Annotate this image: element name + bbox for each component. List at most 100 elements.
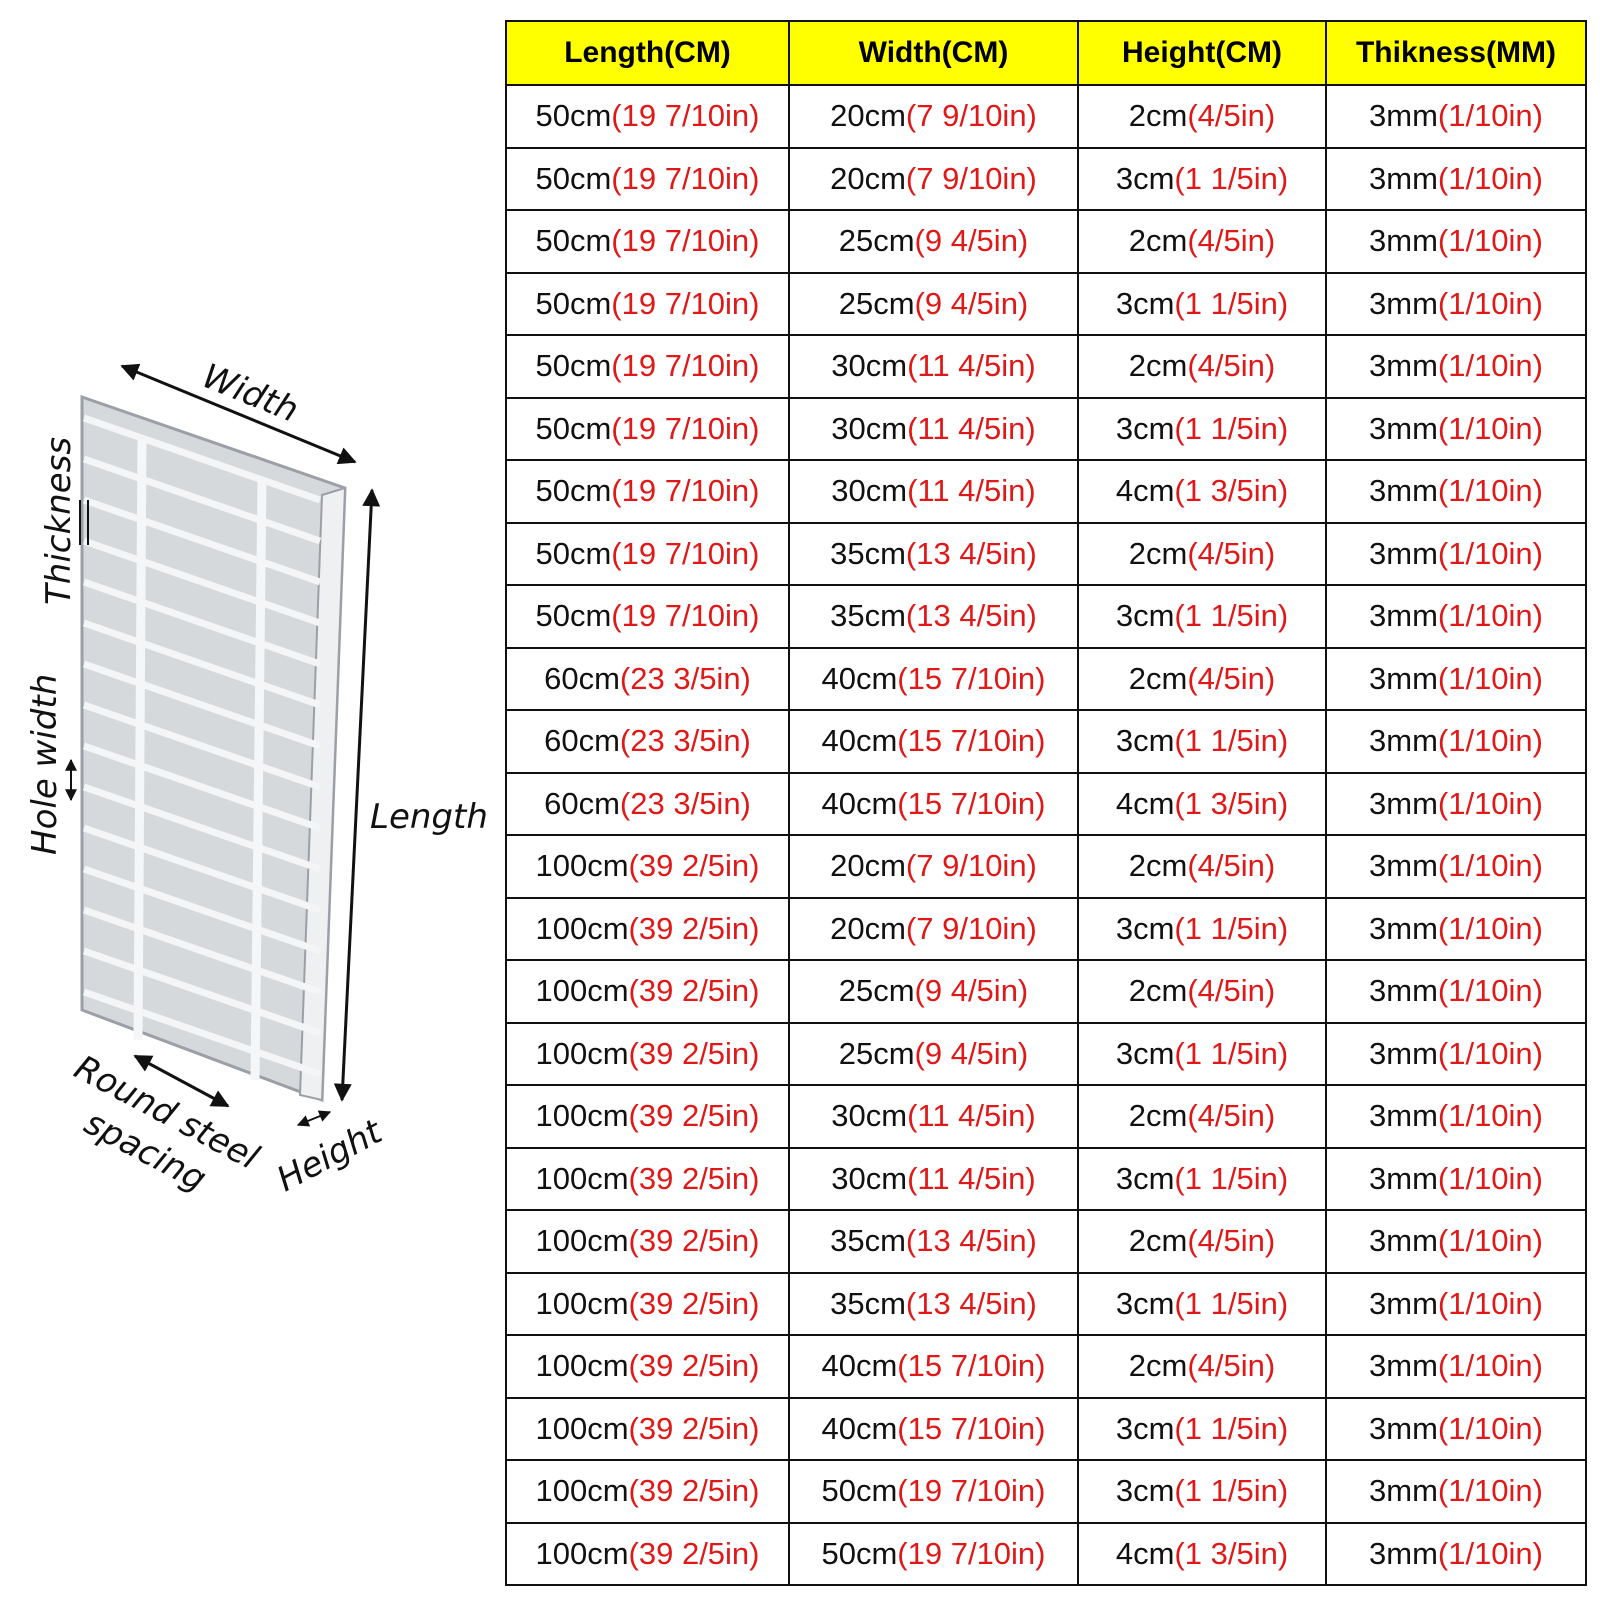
table-cell: 3cm(1 1/5in) bbox=[1077, 1021, 1327, 1086]
metric-value: 100cm bbox=[535, 1473, 629, 1509]
metric-value: 50cm bbox=[535, 348, 612, 384]
imperial-value: (1/10in) bbox=[1437, 1098, 1543, 1134]
table-cell: 3mm(1/10in) bbox=[1325, 771, 1587, 836]
table-cell: 50cm(19 7/10in) bbox=[505, 146, 790, 211]
imperial-value: (1 3/5in) bbox=[1174, 785, 1289, 821]
metric-value: 50cm bbox=[535, 223, 612, 259]
table-cell: 40cm(15 7/10in) bbox=[788, 709, 1079, 774]
table-cell: 50cm(19 7/10in) bbox=[788, 1459, 1079, 1524]
table-row: 100cm(39 2/5in) 25cm(9 4/5in) 3cm(1 1/5in)… bbox=[505, 1021, 1587, 1086]
metric-value: 35cm bbox=[830, 535, 906, 571]
table-cell: 3mm(1/10in) bbox=[1325, 396, 1587, 461]
grating-bar bbox=[82, 988, 322, 1078]
table-cell: 2cm(4/5in) bbox=[1077, 1209, 1327, 1274]
metric-value: 50cm bbox=[535, 285, 612, 321]
imperial-value: (13 4/5in) bbox=[905, 598, 1037, 634]
imperial-value: (13 4/5in) bbox=[905, 1285, 1037, 1321]
table-cell: 3mm(1/10in) bbox=[1325, 646, 1587, 711]
imperial-value: (1/10in) bbox=[1437, 723, 1543, 759]
table-cell: 3mm(1/10in) bbox=[1325, 709, 1587, 774]
metric-value: 3cm bbox=[1115, 723, 1175, 759]
table-cell: 50cm(19 7/10in) bbox=[505, 584, 790, 649]
imperial-value: (1/10in) bbox=[1437, 98, 1543, 134]
table-row: 100cm(39 2/5in) 35cm(13 4/5in) 3cm(1 1/5in… bbox=[505, 1271, 1587, 1336]
table-cell: 100cm(39 2/5in) bbox=[505, 1459, 790, 1524]
table-cell: 3cm(1 1/5in) bbox=[1077, 1459, 1327, 1524]
imperial-value: (4/5in) bbox=[1187, 1098, 1276, 1134]
imperial-value: (4/5in) bbox=[1187, 848, 1276, 884]
table-cell: 2cm(4/5in) bbox=[1077, 521, 1327, 586]
metric-value: 40cm bbox=[821, 723, 898, 759]
table-row: 50cm(19 7/10in) 30cm(11 4/5in) 4cm(1 3/5in… bbox=[505, 459, 1587, 524]
imperial-value: (1/10in) bbox=[1437, 473, 1543, 509]
table-cell: 4cm(1 3/5in) bbox=[1077, 771, 1327, 836]
imperial-value: (1/10in) bbox=[1437, 285, 1543, 321]
table-cell: 3mm(1/10in) bbox=[1325, 209, 1587, 274]
table-cell: 2cm(4/5in) bbox=[1077, 1334, 1327, 1399]
imperial-value: (4/5in) bbox=[1187, 348, 1276, 384]
table-row: 100cm(39 2/5in) 20cm(7 9/10in) 2cm(4/5in) 3… bbox=[505, 834, 1587, 899]
imperial-value: (1/10in) bbox=[1437, 598, 1543, 634]
imperial-value: (23 3/5in) bbox=[619, 723, 751, 759]
metric-value: 3cm bbox=[1115, 160, 1175, 196]
length-arrow bbox=[333, 488, 381, 1102]
imperial-value: (1/10in) bbox=[1437, 1473, 1543, 1509]
metric-value: 2cm bbox=[1128, 848, 1188, 884]
table-cell: 2cm(4/5in) bbox=[1077, 959, 1327, 1024]
metric-value: 3mm bbox=[1369, 848, 1438, 884]
table-cell: 100cm(39 2/5in) bbox=[505, 1521, 790, 1586]
table-row: 100cm(39 2/5in) 40cm(15 7/10in) 3cm(1 1/5i… bbox=[505, 1396, 1587, 1461]
metric-value: 20cm bbox=[830, 160, 906, 196]
table-row: 50cm(19 7/10in) 35cm(13 4/5in) 2cm(4/5in) 3… bbox=[505, 521, 1587, 586]
imperial-value: (7 9/10in) bbox=[905, 160, 1037, 196]
table-cell: 20cm(7 9/10in) bbox=[788, 146, 1079, 211]
metric-value: 3mm bbox=[1369, 1473, 1438, 1509]
imperial-value: (19 7/10in) bbox=[897, 1535, 1046, 1571]
metric-value: 3mm bbox=[1369, 660, 1438, 696]
imperial-value: (23 3/5in) bbox=[619, 785, 751, 821]
imperial-value: (1/10in) bbox=[1437, 785, 1543, 821]
imperial-value: (4/5in) bbox=[1187, 973, 1276, 1009]
metric-value: 3mm bbox=[1369, 473, 1438, 509]
imperial-value: (39 2/5in) bbox=[628, 1473, 760, 1509]
table-cell: 3mm(1/10in) bbox=[1325, 1521, 1587, 1586]
header-row: Length(CM) Width(CM) Height(CM) Thikness(MM… bbox=[505, 20, 1587, 86]
metric-value: 60cm bbox=[544, 785, 620, 821]
table-cell: 3cm(1 1/5in) bbox=[1077, 146, 1327, 211]
table-cell: 50cm(19 7/10in) bbox=[505, 459, 790, 524]
metric-value: 25cm bbox=[838, 223, 915, 259]
imperial-value: (4/5in) bbox=[1187, 1348, 1276, 1384]
metric-value: 3cm bbox=[1115, 910, 1175, 946]
table-cell: 20cm(7 9/10in) bbox=[788, 834, 1079, 899]
table-cell: 25cm(9 4/5in) bbox=[788, 1021, 1079, 1086]
length-label: Length bbox=[370, 797, 488, 837]
metric-value: 4cm bbox=[1115, 785, 1175, 821]
metric-value: 3mm bbox=[1369, 1035, 1438, 1071]
imperial-value: (7 9/10in) bbox=[905, 98, 1037, 134]
imperial-value: (7 9/10in) bbox=[905, 910, 1037, 946]
imperial-value: (1 1/5in) bbox=[1174, 410, 1289, 446]
metric-value: 100cm bbox=[535, 1160, 629, 1196]
metric-value: 100cm bbox=[535, 910, 629, 946]
metric-value: 35cm bbox=[830, 598, 906, 634]
table-cell: 50cm(19 7/10in) bbox=[505, 521, 790, 586]
table-cell: 3mm(1/10in) bbox=[1325, 1021, 1587, 1086]
metric-value: 20cm bbox=[830, 910, 906, 946]
imperial-value: (4/5in) bbox=[1187, 223, 1276, 259]
imperial-value: (1/10in) bbox=[1437, 410, 1543, 446]
metric-value: 2cm bbox=[1128, 1098, 1188, 1134]
imperial-value: (15 7/10in) bbox=[897, 660, 1046, 696]
table-cell: 30cm(11 4/5in) bbox=[788, 1146, 1079, 1211]
metric-value: 50cm bbox=[821, 1473, 898, 1509]
metric-value: 60cm bbox=[544, 723, 620, 759]
table-row: 100cm(39 2/5in) 40cm(15 7/10in) 2cm(4/5in)… bbox=[505, 1334, 1587, 1399]
table-cell: 100cm(39 2/5in) bbox=[505, 1084, 790, 1149]
table-cell: 2cm(4/5in) bbox=[1077, 834, 1327, 899]
table-row: 50cm(19 7/10in) 20cm(7 9/10in) 2cm(4/5in) 3… bbox=[505, 84, 1587, 149]
spacing-arrow bbox=[133, 1054, 230, 1108]
table-cell: 50cm(19 7/10in) bbox=[505, 209, 790, 274]
table-cell: 25cm(9 4/5in) bbox=[788, 959, 1079, 1024]
metric-value: 40cm bbox=[821, 660, 898, 696]
table-row: 60cm(23 3/5in) 40cm(15 7/10in) 3cm(1 1/5in… bbox=[505, 709, 1587, 774]
grating-bar bbox=[82, 865, 322, 955]
